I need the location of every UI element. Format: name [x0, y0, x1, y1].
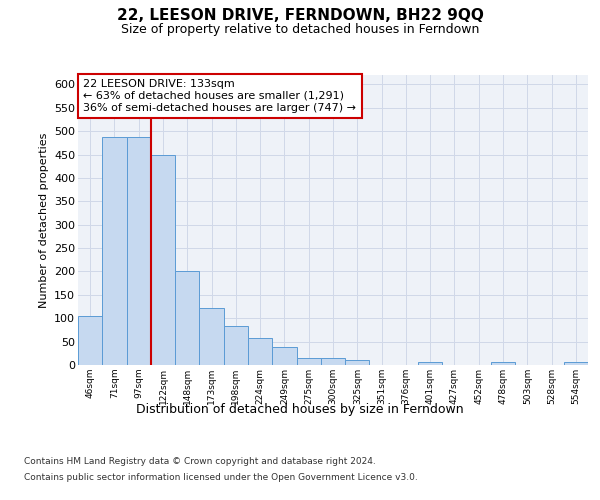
Text: Size of property relative to detached houses in Ferndown: Size of property relative to detached ho… — [121, 22, 479, 36]
Bar — [345, 360, 370, 365]
Text: 22 LEESON DRIVE: 133sqm
← 63% of detached houses are smaller (1,291)
36% of semi: 22 LEESON DRIVE: 133sqm ← 63% of detache… — [83, 80, 356, 112]
Bar — [151, 154, 175, 365]
Bar — [491, 362, 515, 365]
Bar — [321, 358, 345, 365]
Bar — [127, 137, 151, 365]
Y-axis label: Number of detached properties: Number of detached properties — [38, 132, 49, 308]
Bar — [199, 308, 224, 365]
Bar — [248, 338, 272, 365]
Bar — [224, 326, 248, 365]
Bar — [564, 362, 588, 365]
Bar — [296, 358, 321, 365]
Bar — [102, 137, 127, 365]
Text: Contains HM Land Registry data © Crown copyright and database right 2024.: Contains HM Land Registry data © Crown c… — [24, 458, 376, 466]
Text: Contains public sector information licensed under the Open Government Licence v3: Contains public sector information licen… — [24, 472, 418, 482]
Bar — [78, 316, 102, 365]
Bar — [175, 272, 199, 365]
Bar — [272, 347, 296, 365]
Text: Distribution of detached houses by size in Ferndown: Distribution of detached houses by size … — [136, 402, 464, 415]
Bar — [418, 362, 442, 365]
Text: 22, LEESON DRIVE, FERNDOWN, BH22 9QQ: 22, LEESON DRIVE, FERNDOWN, BH22 9QQ — [116, 8, 484, 22]
